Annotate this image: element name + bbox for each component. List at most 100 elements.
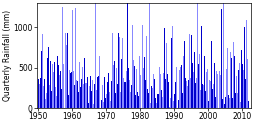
Bar [151,76,152,108]
Bar [195,78,196,108]
Bar [217,70,218,108]
Bar [237,70,238,108]
Bar [80,87,81,108]
Bar [102,85,103,108]
Bar [242,70,243,108]
Bar [238,90,239,108]
Bar [236,93,237,108]
Bar [122,37,123,108]
Bar [113,65,114,108]
Bar [105,13,106,108]
Bar [70,73,71,108]
Bar [167,74,168,108]
Bar [56,96,57,108]
Bar [197,16,198,108]
Bar [234,93,235,108]
Bar [89,90,90,108]
Bar [127,1,128,108]
Bar [175,67,176,108]
Bar [166,96,167,108]
Bar [99,59,100,108]
Bar [44,79,45,108]
Bar [146,68,147,108]
Bar [235,77,236,108]
Bar [66,45,67,108]
Bar [71,72,72,108]
Bar [59,75,60,108]
Bar [115,50,116,108]
Bar [45,99,46,108]
Bar [69,86,70,108]
Bar [104,98,105,108]
Bar [161,99,162,108]
Bar [133,66,134,108]
Bar [117,84,118,108]
Bar [209,81,210,108]
Bar [145,36,146,108]
Bar [86,83,87,108]
Bar [194,83,195,108]
Bar [130,46,131,108]
Bar [97,77,98,108]
Bar [82,67,83,108]
Bar [186,86,187,108]
Bar [243,33,244,108]
Bar [64,93,65,108]
Bar [170,38,171,108]
Bar [88,86,89,108]
Bar [246,59,247,108]
Bar [226,48,227,108]
Bar [157,94,158,108]
Bar [84,99,85,108]
Bar [171,103,172,108]
Bar [202,39,203,108]
Bar [140,92,141,108]
Bar [150,86,151,108]
Bar [52,64,53,108]
Bar [241,64,242,108]
Bar [168,107,169,108]
Bar [58,47,59,108]
Bar [83,58,84,108]
Bar [50,61,51,108]
Bar [139,75,140,108]
Bar [215,71,216,108]
Bar [190,35,191,108]
Bar [205,72,206,108]
Bar [135,94,136,108]
Bar [144,80,145,108]
Bar [164,79,165,108]
Bar [158,67,159,108]
Bar [110,68,111,108]
Bar [85,83,86,108]
Bar [65,33,66,108]
Bar [75,8,76,108]
Bar [148,0,149,108]
Bar [204,91,205,108]
Bar [182,78,183,108]
Bar [193,72,194,108]
Bar [192,0,193,108]
Bar [111,81,112,108]
Bar [114,93,115,108]
Bar [203,56,204,108]
Bar [60,71,61,108]
Bar [54,62,55,108]
Bar [141,66,142,108]
Bar [42,34,43,108]
Bar [201,84,202,108]
Bar [149,103,150,108]
Bar [101,100,102,108]
Bar [244,79,245,108]
Bar [90,76,91,108]
Bar [198,54,199,108]
Bar [188,34,189,108]
Bar [210,41,211,108]
Bar [100,99,101,108]
Bar [129,92,130,108]
Bar [76,80,77,108]
Bar [138,56,139,108]
Y-axis label: Quarterly Rainfall (mm): Quarterly Rainfall (mm) [3,10,12,101]
Bar [177,27,178,108]
Bar [106,94,107,108]
